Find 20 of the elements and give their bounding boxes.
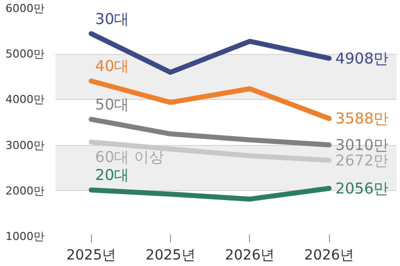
- y-tick-label: 2000만: [6, 184, 45, 198]
- data-label: 4908만: [335, 49, 389, 68]
- y-tick-label: 6000만: [6, 2, 45, 15]
- y-tick-label: 3000만: [6, 138, 45, 152]
- x-tick-label: 2026년: [224, 248, 275, 264]
- data-label: 3010만: [335, 136, 389, 154]
- series-label: 30대: [95, 10, 130, 28]
- series-label: 20대: [95, 166, 130, 184]
- series-label: 50대: [95, 95, 130, 114]
- y-tick-label: 4000만: [6, 93, 45, 106]
- data-label: 2672만: [335, 151, 389, 170]
- data-label: 3588만: [335, 109, 389, 128]
- data-label: 2056만: [335, 179, 389, 198]
- series-label: 40대: [95, 57, 130, 76]
- series-label: 60대 이상: [95, 148, 164, 166]
- y-tick-label: 5000만: [6, 48, 45, 61]
- x-tick-label: 2025년: [146, 248, 196, 264]
- x-tick-label: 2026년: [304, 248, 354, 264]
- x-tick-label: 2025년: [66, 248, 116, 264]
- y-tick-label: 1000만: [6, 230, 45, 243]
